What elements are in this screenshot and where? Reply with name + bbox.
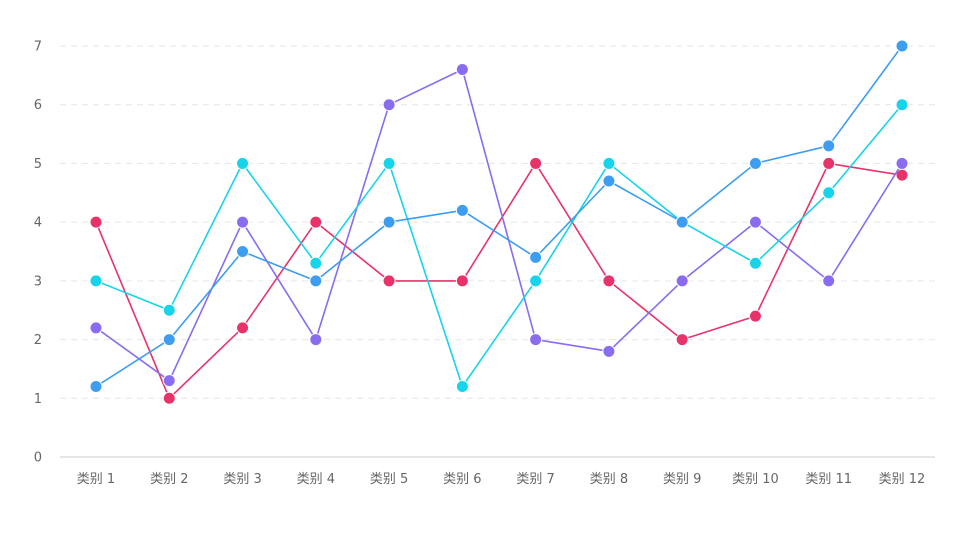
series-line — [95, 45, 903, 388]
grid-lines — [60, 45, 935, 399]
data-point[interactable] — [895, 39, 909, 53]
data-point[interactable] — [382, 98, 396, 112]
series-line — [95, 68, 903, 382]
data-point[interactable] — [822, 156, 836, 170]
data-point[interactable] — [748, 256, 762, 270]
data-point[interactable] — [236, 156, 250, 170]
data-point[interactable] — [529, 250, 543, 264]
data-point[interactable] — [602, 344, 616, 358]
data-point[interactable] — [89, 274, 103, 288]
data-point[interactable] — [529, 274, 543, 288]
data-point[interactable] — [89, 215, 103, 229]
series-line — [95, 162, 903, 400]
data-point[interactable] — [529, 333, 543, 347]
series-4 — [89, 39, 909, 394]
y-tick-label: 7 — [34, 40, 42, 55]
y-tick-label: 1 — [34, 392, 42, 407]
x-tick-label: 类别 3 — [223, 472, 261, 487]
data-point[interactable] — [529, 156, 543, 170]
x-tick-label: 类别 10 — [732, 472, 779, 487]
data-point[interactable] — [236, 215, 250, 229]
y-tick-label: 0 — [34, 451, 42, 466]
data-point[interactable] — [162, 333, 176, 347]
x-tick-label: 类别 4 — [297, 472, 335, 487]
data-point[interactable] — [602, 174, 616, 188]
x-tick-label: 类别 6 — [443, 472, 481, 487]
data-point[interactable] — [162, 303, 176, 317]
data-point[interactable] — [748, 309, 762, 323]
series-3 — [89, 98, 909, 394]
data-point[interactable] — [895, 98, 909, 112]
y-tick-label: 6 — [34, 98, 42, 113]
x-tick-label: 类别 7 — [516, 472, 554, 487]
data-point[interactable] — [309, 256, 323, 270]
x-tick-label: 类别 11 — [805, 472, 852, 487]
data-point[interactable] — [236, 245, 250, 258]
data-point[interactable] — [602, 274, 616, 288]
data-point[interactable] — [382, 274, 396, 288]
x-tick-label: 类别 2 — [150, 472, 188, 487]
series-2 — [89, 62, 909, 388]
data-point[interactable] — [675, 274, 689, 288]
x-tick-label: 类别 12 — [879, 472, 926, 487]
data-point[interactable] — [455, 62, 469, 76]
y-tick-label: 2 — [34, 333, 42, 348]
data-point[interactable] — [748, 156, 762, 170]
series-1 — [89, 156, 909, 405]
series-lines — [89, 39, 909, 405]
x-tick-label: 类别 8 — [590, 472, 628, 487]
data-point[interactable] — [309, 215, 323, 229]
data-point[interactable] — [89, 380, 103, 394]
data-point[interactable] — [455, 274, 469, 288]
data-point[interactable] — [602, 156, 616, 170]
x-tick-label: 类别 9 — [663, 472, 701, 487]
data-point[interactable] — [895, 156, 909, 170]
x-tick-label: 类别 5 — [370, 472, 408, 487]
y-tick-label: 5 — [34, 157, 42, 172]
y-tick-label: 3 — [34, 274, 42, 289]
data-point[interactable] — [162, 374, 176, 388]
data-point[interactable] — [822, 139, 836, 153]
data-point[interactable] — [89, 321, 103, 335]
data-point[interactable] — [822, 274, 836, 288]
series-line — [95, 104, 903, 388]
y-tick-label: 4 — [34, 216, 42, 231]
data-point[interactable] — [382, 215, 396, 229]
data-point[interactable] — [382, 156, 396, 170]
data-point[interactable] — [822, 186, 836, 200]
data-point[interactable] — [162, 391, 176, 405]
data-point[interactable] — [455, 203, 469, 217]
data-point[interactable] — [675, 215, 689, 229]
data-point[interactable] — [309, 333, 323, 347]
data-point[interactable] — [236, 321, 250, 335]
data-point[interactable] — [309, 274, 323, 288]
data-point[interactable] — [748, 215, 762, 229]
data-point[interactable] — [675, 333, 689, 347]
data-point[interactable] — [455, 380, 469, 394]
x-tick-label: 类别 1 — [77, 472, 115, 487]
tick-labels: 0 1 2 3 4 5 6 7 类别 1 类别 2 类别 3 类别 4 类别 5 类别 6 类别 7 类别 8… — [34, 40, 926, 488]
